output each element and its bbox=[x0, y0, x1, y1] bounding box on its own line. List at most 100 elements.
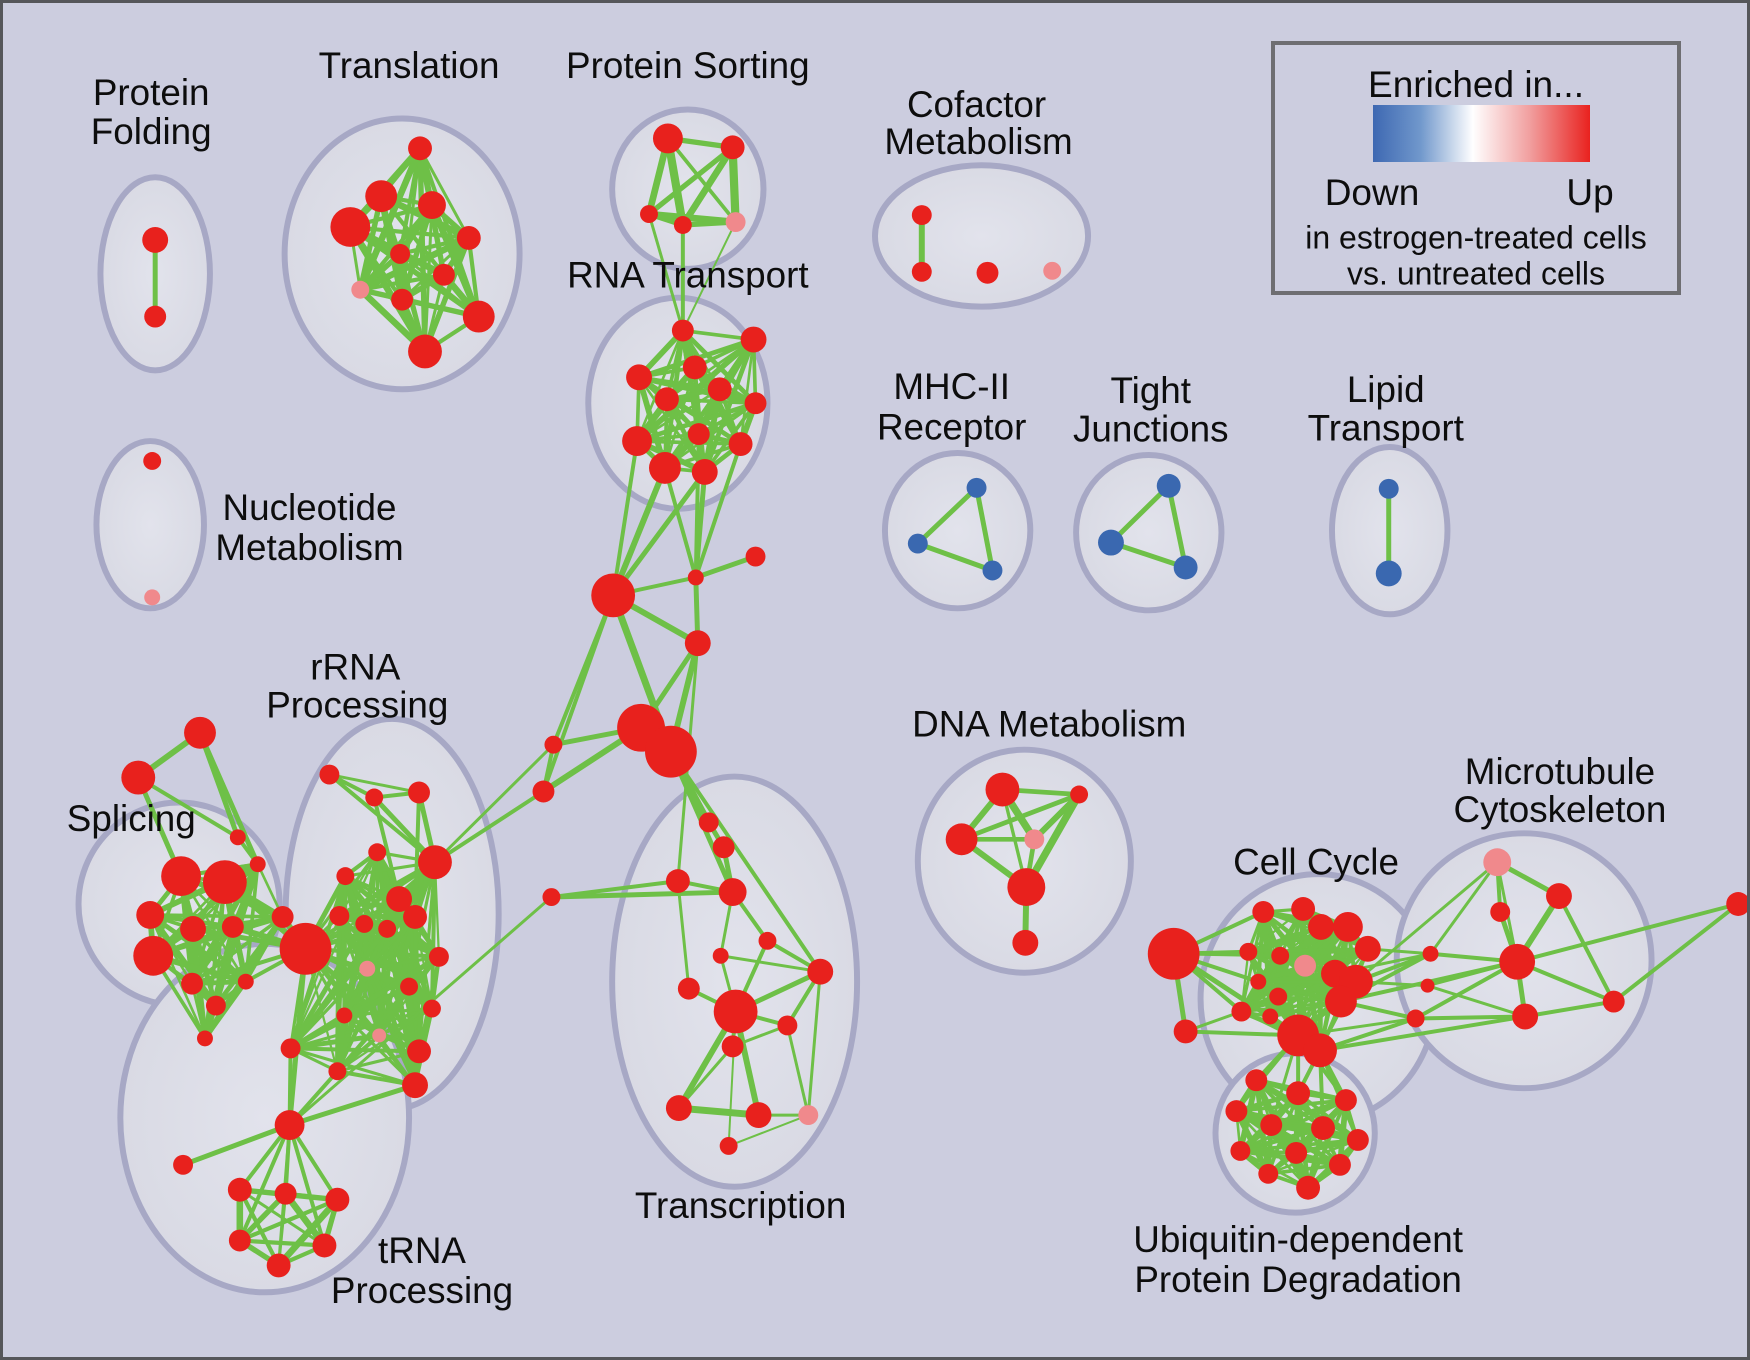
gene-set-node bbox=[1147, 927, 1200, 980]
gene-set-node bbox=[279, 922, 332, 975]
network-edge bbox=[1234, 1098, 1348, 1113]
gene-set-node bbox=[719, 1136, 738, 1155]
gene-set-node bbox=[807, 958, 834, 985]
cluster-label-microtubule-cytoskeleton: Microtubule bbox=[1465, 751, 1655, 792]
network-edge bbox=[334, 913, 342, 1074]
cluster-ellipse-dna-metabolism bbox=[914, 746, 1134, 976]
gene-set-node bbox=[1378, 478, 1399, 499]
gene-set-node bbox=[365, 180, 398, 213]
network-edge bbox=[365, 967, 417, 1087]
network-edge bbox=[541, 593, 616, 794]
cluster-label-trna-processing: Processing bbox=[331, 1270, 513, 1311]
cluster-label-lipid-transport: Lipid bbox=[1347, 369, 1425, 410]
cluster-label-mhc-ii-receptor: Receptor bbox=[877, 407, 1026, 448]
network-edge bbox=[422, 235, 472, 355]
gene-set-node bbox=[907, 533, 928, 554]
network-edge bbox=[728, 143, 740, 227]
gene-set-node bbox=[328, 1062, 347, 1081]
cluster-label-transcription: Transcription bbox=[635, 1185, 846, 1226]
gene-set-node bbox=[133, 935, 174, 976]
network-edge bbox=[702, 337, 756, 475]
gene-set-node bbox=[1346, 1129, 1369, 1151]
network-edge bbox=[289, 1046, 417, 1087]
gene-set-node bbox=[626, 364, 652, 391]
gene-set-node bbox=[542, 888, 561, 906]
gene-set-node bbox=[336, 867, 355, 886]
network-edge bbox=[364, 966, 435, 1012]
network-edge bbox=[288, 1032, 382, 1051]
gene-set-node bbox=[202, 860, 247, 905]
cluster-label-splicing: Splicing bbox=[67, 798, 196, 839]
cluster-label-dna-metabolism: DNA Metabolism bbox=[912, 703, 1186, 744]
network-edge bbox=[637, 376, 707, 474]
cluster-label-cofactor-metabolism: Metabolism bbox=[884, 121, 1072, 162]
gene-set-node bbox=[329, 905, 350, 926]
gene-set-node bbox=[640, 205, 658, 224]
network-edge bbox=[634, 400, 758, 444]
gene-set-node bbox=[161, 856, 201, 897]
gene-set-node bbox=[1252, 901, 1275, 923]
gene-set-node bbox=[1512, 1003, 1539, 1030]
network-edge bbox=[785, 1023, 810, 1117]
network-edge bbox=[398, 252, 481, 319]
network-edge bbox=[288, 926, 390, 1051]
gene-set-node bbox=[1311, 1116, 1335, 1140]
network-edge bbox=[327, 773, 421, 794]
cluster-label-lipid-transport: Transport bbox=[1308, 408, 1464, 449]
gene-set-node bbox=[744, 392, 767, 415]
color-scale-gradient-bar bbox=[1373, 105, 1590, 162]
cluster-label-microtubule-cytoskeleton: Cytoskeleton bbox=[1454, 789, 1667, 830]
gene-set-node bbox=[1499, 943, 1536, 980]
gene-set-node bbox=[402, 1072, 428, 1099]
network-edge bbox=[347, 224, 482, 320]
gene-set-node bbox=[673, 216, 692, 234]
network-edge bbox=[377, 1006, 434, 1038]
gene-set-node bbox=[428, 946, 449, 967]
gene-set-node bbox=[136, 901, 165, 929]
gene-set-node bbox=[976, 261, 999, 284]
cluster-label-ubiquitin-degradation: Ubiquitin-dependent bbox=[1133, 1219, 1463, 1260]
gene-set-node bbox=[1230, 1140, 1251, 1161]
network-edge bbox=[806, 970, 822, 1117]
gene-set-node bbox=[985, 772, 1020, 807]
gene-set-node bbox=[1225, 1100, 1248, 1123]
cluster-ellipse-protein-sorting bbox=[609, 106, 767, 272]
gene-set-node bbox=[274, 1182, 297, 1205]
gene-set-node bbox=[1285, 1141, 1308, 1164]
network-edge bbox=[358, 272, 447, 292]
gene-set-node bbox=[758, 931, 777, 950]
gene-set-node bbox=[649, 452, 681, 484]
gene-set-node bbox=[1325, 985, 1357, 1018]
network-edge bbox=[148, 913, 285, 919]
gene-set-node bbox=[237, 973, 254, 990]
gene-set-node bbox=[1328, 1153, 1351, 1176]
gene-set-node bbox=[378, 919, 397, 938]
gene-set-node bbox=[720, 135, 745, 160]
gene-set-node bbox=[745, 1102, 772, 1129]
network-edge bbox=[693, 432, 701, 580]
network-edge bbox=[1108, 483, 1172, 546]
network-edge bbox=[237, 1123, 292, 1243]
gene-set-node bbox=[408, 334, 442, 369]
gene-set-node bbox=[982, 560, 1003, 581]
cluster-ellipse-tight-junctions bbox=[1073, 452, 1225, 614]
gene-set-node bbox=[1250, 973, 1267, 990]
gene-set-node bbox=[418, 191, 446, 220]
gene-set-node bbox=[1490, 902, 1511, 922]
gene-set-node bbox=[355, 914, 374, 933]
legend-subtitle-line2: vs. untreated cells bbox=[1347, 255, 1605, 292]
gene-set-node bbox=[1262, 1008, 1279, 1025]
cluster-label-rrna-processing: rRNA bbox=[310, 647, 400, 688]
gene-set-node bbox=[1308, 913, 1334, 940]
network-edge bbox=[1266, 1163, 1342, 1176]
gene-set-node bbox=[221, 915, 244, 938]
gene-set-node bbox=[184, 716, 216, 749]
gene-set-node bbox=[1024, 829, 1045, 850]
gene-set-node bbox=[390, 243, 411, 264]
gene-set-node bbox=[1007, 868, 1046, 906]
network-edge bbox=[287, 946, 309, 1128]
gene-set-node bbox=[368, 843, 387, 862]
gene-set-node bbox=[432, 263, 455, 286]
cluster-label-translation: Translation bbox=[319, 45, 500, 86]
gene-set-node bbox=[911, 261, 932, 282]
